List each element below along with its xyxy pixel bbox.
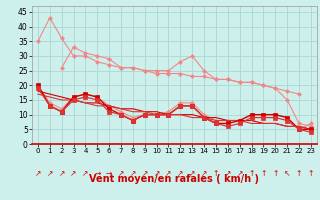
Text: ↑: ↑	[308, 169, 314, 178]
Text: ↑: ↑	[296, 169, 302, 178]
Text: ↗: ↗	[118, 169, 124, 178]
Text: ↑: ↑	[213, 169, 219, 178]
Text: ↑: ↑	[248, 169, 255, 178]
Text: ↖: ↖	[284, 169, 290, 178]
Text: ↗: ↗	[225, 169, 231, 178]
Text: ↗: ↗	[141, 169, 148, 178]
Text: ↑: ↑	[260, 169, 267, 178]
Text: ↗: ↗	[177, 169, 184, 178]
Text: ↗: ↗	[47, 169, 53, 178]
Text: ↗: ↗	[189, 169, 196, 178]
Text: ↗: ↗	[70, 169, 77, 178]
Text: ↗: ↗	[59, 169, 65, 178]
X-axis label: Vent moyen/en rafales ( km/h ): Vent moyen/en rafales ( km/h )	[89, 174, 260, 184]
Text: ↗: ↗	[82, 169, 89, 178]
Text: ↗: ↗	[35, 169, 41, 178]
Text: ↗: ↗	[130, 169, 136, 178]
Text: ↗: ↗	[165, 169, 172, 178]
Text: ↑: ↑	[272, 169, 278, 178]
Text: →: →	[94, 169, 100, 178]
Text: ↗: ↗	[236, 169, 243, 178]
Text: ↗: ↗	[153, 169, 160, 178]
Text: ↗: ↗	[201, 169, 207, 178]
Text: →: →	[106, 169, 112, 178]
